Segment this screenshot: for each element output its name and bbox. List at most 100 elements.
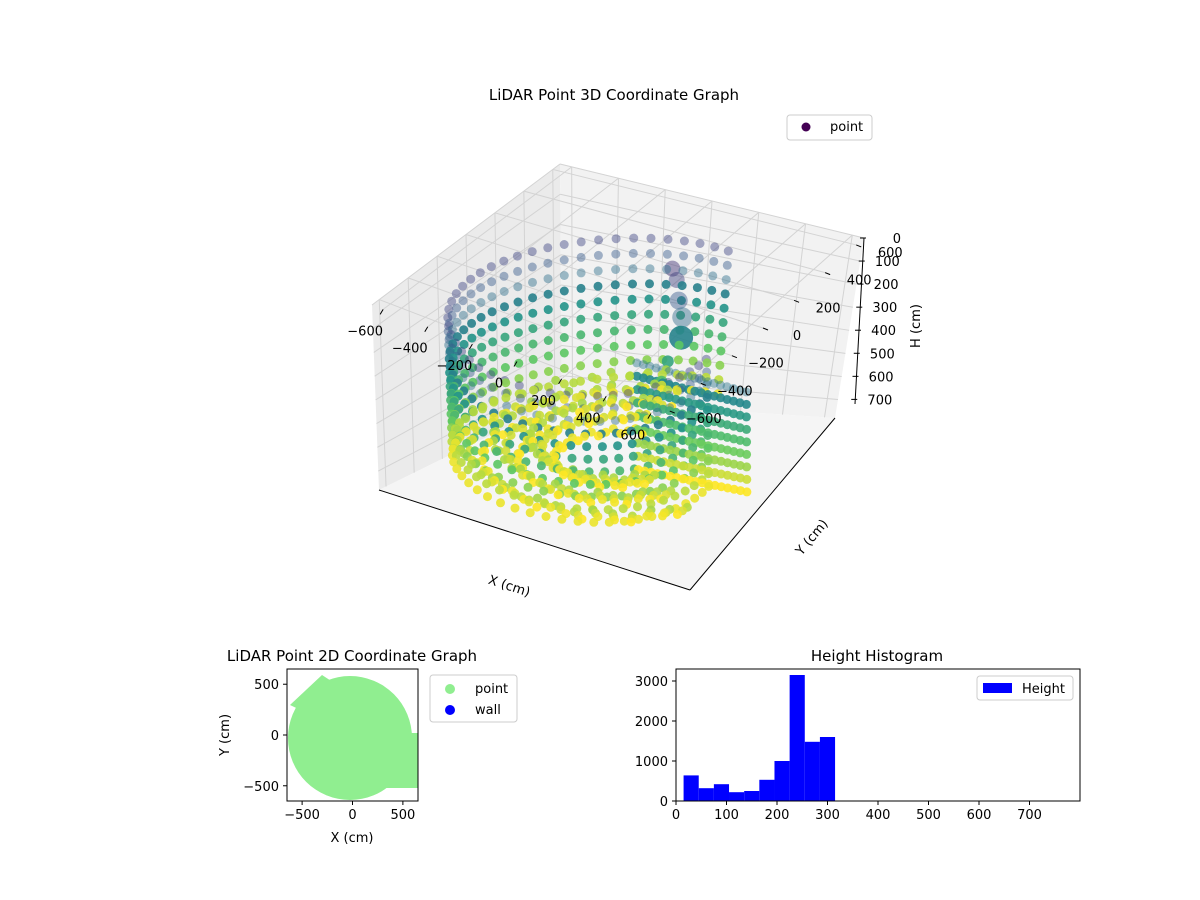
scatter-point-3d: [576, 330, 586, 340]
scatter-point-3d: [644, 294, 654, 304]
grid-line-left-y: [494, 212, 500, 432]
scatter-point-3d: [548, 413, 557, 423]
scatter-point-3d: [593, 250, 603, 260]
scatter-point-3d: [683, 372, 693, 382]
scatter-point-3d: [633, 494, 643, 504]
scatter-point-3d: [543, 289, 553, 299]
scatter-point-3d: [546, 502, 556, 512]
y-tick-label-histogram: 1000: [635, 755, 668, 770]
scatter-point-3d: [582, 442, 592, 452]
grid-line-left-z: [374, 254, 562, 377]
scatter-point-3d: [466, 274, 476, 284]
z-tick-label-3d: 600: [869, 370, 894, 385]
histogram-bar: [774, 761, 790, 801]
scatter-point-3d: [614, 453, 624, 463]
scatter-point-3d: [618, 483, 628, 493]
x-axis-line: [378, 489, 691, 591]
y-tick-label-histogram: 2000: [635, 715, 668, 730]
scatter-point-3d: [632, 478, 642, 488]
scatter-point-3d: [672, 386, 682, 396]
chart-title-2d: LiDAR Point 2D Coordinate Graph: [227, 647, 477, 665]
scatter-point-3d: [532, 502, 542, 512]
x-tick-label-histogram: 600: [967, 808, 992, 823]
z-tick-label-3d: 700: [867, 393, 892, 408]
scatter-point-3d: [628, 264, 638, 274]
scatter-point-3d: [642, 340, 652, 350]
scatter-point-3d: [585, 479, 595, 489]
grid-line-back-z: [560, 224, 857, 285]
scatter-point-3d: [499, 287, 509, 296]
scatter-point-3d: [513, 328, 523, 338]
scatter-point-3d: [458, 281, 468, 291]
grid-line-floor-y: [523, 190, 826, 274]
scatter-point-3d: [703, 377, 713, 387]
scatter-point-3d: [500, 347, 510, 357]
scatter-point-3d: [609, 357, 619, 367]
scatter-point-3d: [528, 308, 538, 318]
x-tick-3d: [647, 413, 652, 419]
scatter-point-3d: [592, 359, 602, 369]
scatter-point-3d: [676, 410, 686, 420]
scatter-point-3d: [647, 512, 657, 521]
grid-line-back-z: [560, 254, 853, 308]
y-tick-label-3d: −400: [717, 384, 753, 399]
scatter-point-3d: [558, 470, 568, 480]
scatter-point-3d: [616, 429, 626, 439]
points-3d: [443, 233, 752, 527]
scatter-point-3d: [447, 325, 457, 335]
scatter-point-3d: [452, 303, 462, 313]
scatter-point-3d: [692, 297, 702, 307]
y-tick-label-histogram: 0: [660, 795, 668, 810]
scatter-point-3d: [457, 347, 467, 356]
scatter-point-3d: [511, 423, 521, 433]
ticks-3d: −600−400−2000200400600−600−400−200020040…: [347, 232, 902, 444]
scatter-point-3d: [610, 480, 620, 490]
scatter-point-3d: [640, 479, 649, 489]
scatter-point-3d: [510, 503, 520, 513]
x-tick-label-3d: −400: [392, 342, 428, 357]
y-tick-label-2d: 0: [271, 729, 279, 744]
scatter-point-3d: [501, 393, 511, 403]
scatter-point-3d: [576, 345, 586, 355]
scatter-point-3d: [477, 372, 487, 382]
scatter-point-3d: [573, 516, 583, 526]
scatter-point-3d: [741, 387, 751, 397]
grid-line-back-z: [560, 193, 861, 262]
scatter-point-3d: [670, 491, 680, 501]
scatter-point-3d: [615, 466, 625, 476]
scatter-point-3d: [693, 268, 703, 278]
scatter-point-3d: [513, 297, 523, 307]
scatter-point-3d: [572, 393, 582, 403]
scatter-point-3d: [444, 304, 454, 314]
histogram-bar: [713, 784, 730, 801]
grid-line-left-y: [436, 256, 443, 459]
legend-2d: point wall: [429, 674, 518, 723]
scatter-point-3d: [592, 343, 602, 353]
scatter-point-3d: [452, 332, 462, 342]
scatter-point-3d: [718, 318, 728, 327]
histogram-bars: [683, 675, 836, 801]
height-histogram: Height Histogram 0 100 200 300 400 500 600 7000…: [635, 647, 1081, 823]
grid-line-floor-y: [494, 212, 795, 301]
scatter-point-3d: [660, 309, 670, 319]
scatter-point-3d: [569, 478, 579, 488]
scatter-point-3d: [489, 397, 499, 407]
scatter-point-3d: [703, 456, 713, 466]
scatter-point-3d: [623, 387, 633, 397]
scatter-point-3d: [524, 497, 534, 507]
scatter-point-3d: [622, 402, 632, 412]
scatter-point-3d: [580, 431, 589, 441]
scatter-point-3d: [476, 298, 486, 307]
x-tick-3d: [513, 361, 518, 367]
grid-line-back-z: [561, 345, 842, 377]
x-tick-label-histogram: 300: [815, 808, 840, 823]
scatter-point-3d: [625, 371, 635, 381]
scatter-point-3d: [645, 279, 654, 289]
scatter-point-3d: [619, 415, 629, 425]
scatter-point-3d: [721, 275, 731, 285]
scatter-point-3d: [559, 333, 569, 342]
scatter-point-3d: [722, 260, 732, 270]
scatter-point-3d: [679, 251, 689, 261]
scatter-point-3d: [723, 246, 733, 256]
